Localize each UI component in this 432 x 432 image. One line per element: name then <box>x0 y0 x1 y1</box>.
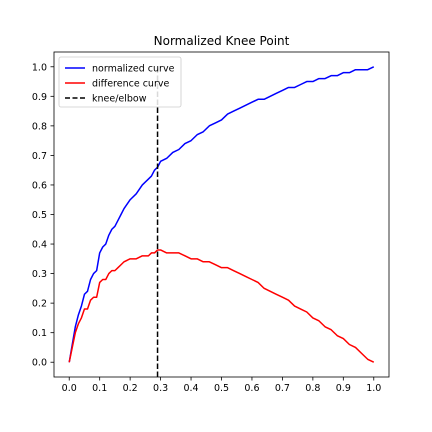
x-tick-label: 0.3 <box>153 383 168 394</box>
plot-area: 0.0 0.1 0.2 0.3 0.4 0.5 0.6 0.7 0.8 0.9 1.0 0.0 0.1 0… <box>32 51 390 394</box>
legend-label: difference curve <box>92 79 169 90</box>
y-tick-label: 1.0 <box>32 62 47 73</box>
legend-label: knee/elbow <box>92 94 147 105</box>
x-tick-label: 0.1 <box>92 383 107 394</box>
x-tick-label: 0.9 <box>336 383 351 394</box>
x-tick-label: 0.8 <box>305 383 320 394</box>
series-line-normalized-curve <box>68 66 375 363</box>
y-tick-label: 0.0 <box>32 358 47 369</box>
y-tick-label: 0.9 <box>32 92 47 103</box>
x-tick-label: 0.5 <box>214 383 229 394</box>
y-tick-label: 0.5 <box>32 210 47 221</box>
y-tick-label: 0.7 <box>32 151 47 162</box>
x-tick-label: 0.7 <box>275 383 290 394</box>
y-tick-label: 0.8 <box>32 121 47 132</box>
x-tick-label: 0.0 <box>62 383 77 394</box>
x-tick-label: 1.0 <box>366 383 381 394</box>
legend-label: normalized curve <box>92 64 175 75</box>
legend-box <box>58 56 182 108</box>
y-tick-label: 0.3 <box>32 269 47 280</box>
y-tick-label: 0.1 <box>32 328 47 339</box>
x-tick-label: 0.4 <box>183 383 198 394</box>
y-tick-label: 0.4 <box>32 240 47 251</box>
y-tick-label: 0.6 <box>32 180 47 191</box>
series-line-difference-curve <box>68 249 375 363</box>
x-tick-label: 0.2 <box>123 383 138 394</box>
y-tick-label: 0.2 <box>32 299 47 310</box>
chart-title: Normalized Knee Point <box>154 34 290 48</box>
x-tick-label: 0.6 <box>244 383 259 394</box>
